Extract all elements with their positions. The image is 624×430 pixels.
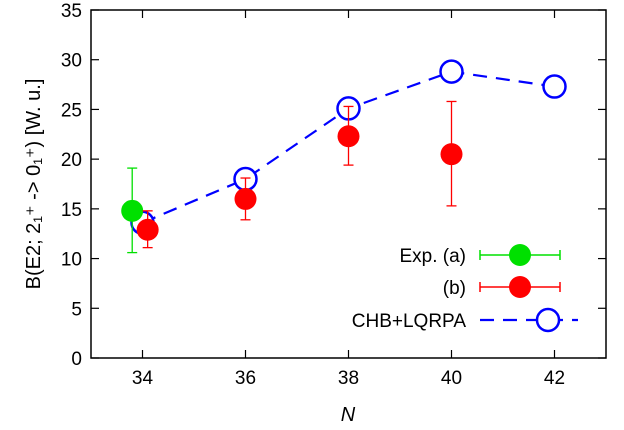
legend-label: Exp. (a) (399, 246, 466, 267)
y-tick-label: 10 (61, 250, 82, 271)
data-point-exp-b (234, 187, 257, 210)
data-point-chb-lqrpa (439, 59, 464, 84)
data-point-exp-b (136, 218, 159, 241)
y-tick-label: 30 (61, 51, 82, 72)
x-tick-label: 42 (544, 368, 565, 389)
data-point-chb-lqrpa (542, 74, 567, 99)
y-tick-label: 35 (61, 1, 82, 22)
legend-sample-marker (509, 244, 531, 266)
data-point-exp-a (121, 199, 144, 222)
legend-label: (b) (443, 278, 466, 299)
legend-sample-marker (509, 276, 531, 298)
y-tick-label: 15 (61, 200, 82, 221)
y-tick-label: 25 (61, 100, 82, 121)
data-point-exp-b (337, 125, 360, 148)
x-tick-label: 34 (132, 368, 154, 389)
y-tick-label: 5 (71, 299, 82, 320)
y-axis-label: B(E2; 2₁⁺ -> 0₁⁺) [W. u.] (23, 79, 45, 290)
x-tick-label: 38 (338, 368, 359, 389)
data-point-exp-b (440, 143, 463, 166)
data-marks (121, 59, 567, 254)
legend-sample-marker (535, 307, 561, 333)
x-axis-label: N (341, 404, 356, 426)
x-tick-label: 40 (441, 368, 462, 389)
y-tick-label: 20 (61, 150, 82, 171)
y-tick-label: 0 (71, 349, 82, 370)
x-tick-label: 36 (235, 368, 256, 389)
legend-label: CHB+LQRPA (352, 311, 467, 332)
plot-frame (90, 9, 607, 359)
axis-ticks: 34 36 38 40 42 0 5 10 15 20 25 30 35 (61, 1, 606, 389)
legend: Exp. (a) (b) CHB+LQRPA (352, 244, 578, 333)
